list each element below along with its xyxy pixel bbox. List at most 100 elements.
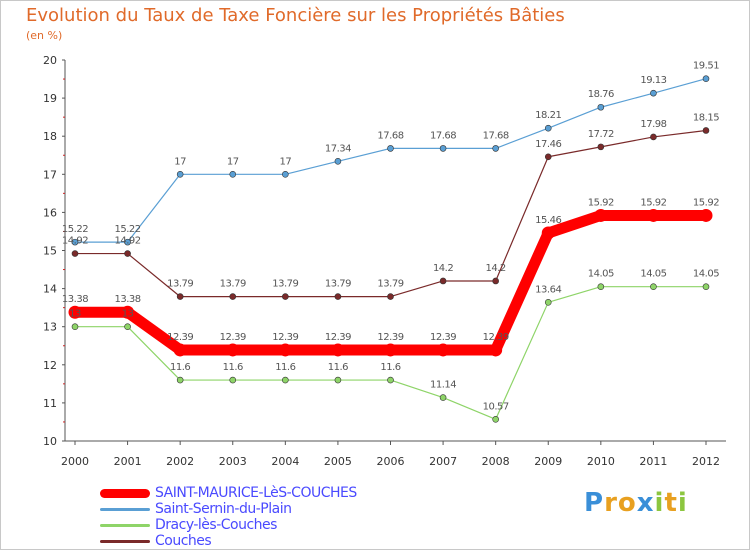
y-tick-label: 14	[43, 283, 57, 296]
data-label: 11.6	[223, 362, 243, 373]
data-label: 13	[122, 309, 134, 320]
data-label: 10.57	[483, 401, 509, 412]
data-point-1	[702, 75, 710, 82]
data-label: 13.79	[377, 279, 403, 290]
data-label: 17	[279, 156, 291, 167]
x-tick-label: 2011	[639, 455, 667, 468]
legend-swatch	[100, 540, 150, 543]
data-label: 18.15	[693, 112, 719, 123]
data-label: 14.92	[115, 236, 141, 247]
legend-swatch	[100, 524, 150, 527]
legend-label: Dracy-lès-Couches	[155, 517, 277, 533]
data-point-2	[176, 376, 184, 384]
logo-letter: o	[617, 488, 637, 518]
data-point-3	[650, 133, 657, 141]
data-point-1	[597, 103, 605, 111]
data-point-0	[173, 343, 187, 357]
data-label: 13.79	[325, 279, 351, 290]
legend-swatch	[100, 489, 150, 498]
data-point-2	[650, 283, 657, 290]
x-tick-label: 2010	[587, 455, 615, 468]
y-tick-label: 18	[43, 130, 57, 143]
data-label: 12.39	[220, 332, 246, 343]
data-label: 15.92	[588, 197, 614, 208]
data-point-2	[229, 376, 237, 384]
data-label: 14.05	[588, 269, 614, 280]
x-tick-label: 2006	[377, 455, 405, 468]
data-point-2	[387, 376, 394, 384]
x-tick-label: 2004	[271, 455, 299, 468]
y-tick-label: 13	[43, 321, 57, 334]
data-label: 13.79	[272, 279, 298, 290]
data-point-3	[229, 293, 237, 300]
x-tick-label: 2002	[166, 455, 194, 468]
data-point-2	[597, 283, 605, 290]
data-label: 13.38	[62, 294, 88, 305]
data-point-1	[176, 171, 184, 178]
x-tick-label: 2012	[692, 455, 720, 468]
data-label: 11.14	[430, 380, 456, 391]
data-label: 17.68	[430, 130, 456, 141]
data-point-2	[124, 323, 131, 331]
data-point-1	[229, 171, 237, 178]
data-point-2	[71, 323, 79, 331]
y-tick-label: 17	[43, 168, 57, 181]
data-label: 11.6	[380, 362, 400, 373]
data-label: 14.05	[640, 269, 666, 280]
data-label: 17.98	[640, 119, 666, 130]
data-point-1	[544, 124, 552, 132]
data-label: 17.34	[325, 143, 351, 154]
data-point-3	[597, 143, 605, 151]
data-point-3	[124, 250, 131, 257]
data-label: 17.46	[535, 139, 561, 150]
data-point-1	[387, 145, 394, 152]
x-tick-label: 2009	[534, 455, 562, 468]
x-tick-label: 2008	[482, 455, 510, 468]
data-point-0	[68, 305, 82, 319]
data-label: 12.39	[483, 332, 509, 343]
data-point-0	[121, 305, 135, 319]
data-label: 11.6	[275, 362, 295, 373]
data-point-2	[544, 299, 552, 306]
data-label: 15.92	[640, 197, 666, 208]
data-point-3	[702, 127, 710, 134]
data-point-1	[71, 238, 79, 246]
data-label: 18.21	[535, 110, 561, 121]
data-point-1	[124, 238, 131, 246]
data-label: 13.79	[220, 279, 246, 290]
y-tick-label: 12	[43, 359, 57, 372]
data-point-1	[492, 145, 499, 152]
chart-unit-label: (en %)	[26, 29, 63, 42]
data-point-0	[384, 343, 397, 357]
data-point-0	[594, 208, 608, 222]
data-point-3	[71, 250, 79, 257]
data-label: 12.39	[325, 332, 351, 343]
legend-label: Couches	[155, 533, 212, 549]
data-label: 15.92	[693, 197, 719, 208]
data-label: 19.13	[640, 75, 666, 86]
data-point-2	[439, 394, 447, 401]
y-tick-label: 10	[43, 435, 57, 448]
data-label: 14.92	[62, 236, 88, 247]
data-point-0	[699, 208, 713, 222]
data-label: 17.68	[377, 130, 403, 141]
y-tick-label: 20	[43, 54, 57, 67]
data-point-0	[436, 343, 450, 357]
data-point-3	[387, 293, 394, 300]
data-point-2	[702, 283, 710, 290]
data-label: 15.22	[62, 224, 88, 235]
legend-label: SAINT-MAURICE-LèS-COUCHES	[155, 485, 357, 501]
logo-letter: i	[677, 488, 688, 518]
data-point-3	[492, 277, 499, 285]
data-point-3	[544, 153, 552, 161]
data-label: 13	[69, 309, 81, 320]
data-label: 11.6	[170, 362, 190, 373]
data-label: 14.2	[433, 263, 453, 274]
data-label: 17.68	[483, 130, 509, 141]
data-label: 15.46	[535, 215, 561, 226]
logo-letter: i	[654, 488, 665, 518]
data-point-0	[489, 343, 503, 357]
y-tick-label: 16	[43, 206, 57, 219]
